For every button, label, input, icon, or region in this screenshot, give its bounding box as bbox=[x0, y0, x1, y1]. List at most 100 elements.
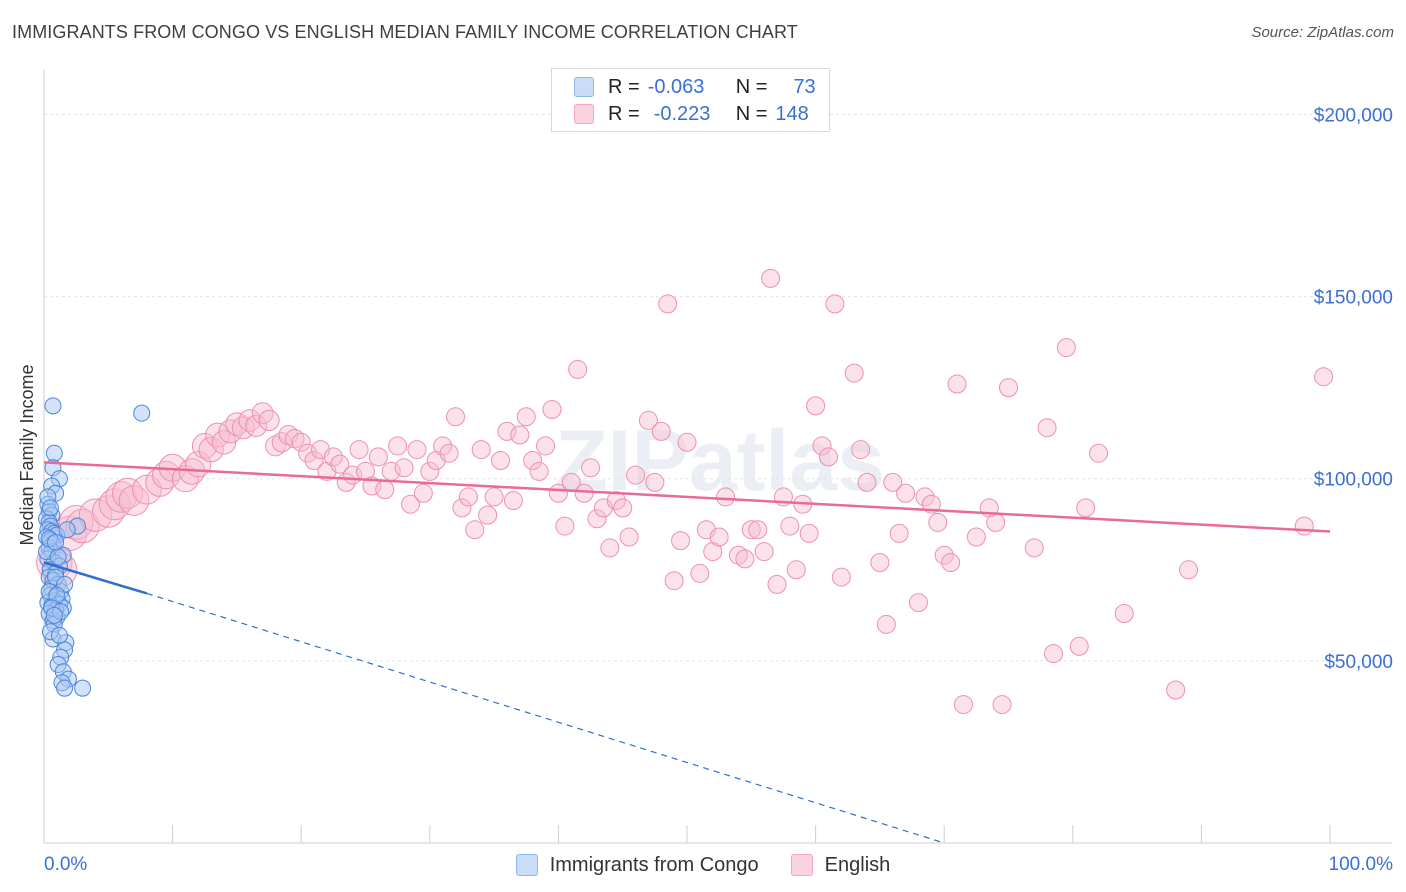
english-points bbox=[36, 268, 1334, 715]
english-point bbox=[851, 440, 871, 460]
english-point bbox=[568, 359, 588, 379]
english-point bbox=[941, 553, 961, 572]
english-point bbox=[368, 447, 388, 467]
y-axis-title: Median Family Income bbox=[17, 364, 37, 545]
english-point bbox=[716, 487, 736, 507]
english-point bbox=[728, 545, 748, 565]
english-point bbox=[1037, 418, 1057, 438]
english-point bbox=[211, 430, 237, 455]
english-point bbox=[645, 472, 665, 492]
legend-n-value: 148 bbox=[775, 102, 809, 125]
english-point bbox=[690, 563, 710, 583]
chart-title: IMMIGRANTS FROM CONGO VS ENGLISH MEDIAN … bbox=[12, 22, 798, 42]
english-point bbox=[883, 472, 903, 492]
series-legend-english[interactable]: English bbox=[790, 854, 890, 877]
english-point bbox=[786, 560, 806, 580]
english-point bbox=[1024, 538, 1044, 558]
english-point bbox=[258, 409, 280, 432]
legend-r-value: -0.063 bbox=[647, 75, 705, 98]
english-point bbox=[966, 527, 986, 547]
english-point bbox=[497, 421, 517, 441]
english-point bbox=[198, 436, 224, 463]
english-point bbox=[291, 432, 311, 452]
english-point bbox=[1179, 560, 1199, 580]
congo-point bbox=[58, 521, 76, 539]
english-point bbox=[876, 614, 896, 634]
english-point bbox=[677, 432, 697, 452]
y-tick-label: $200,000 bbox=[1314, 105, 1393, 126]
legend-swatch-congo bbox=[574, 77, 594, 97]
english-point bbox=[735, 549, 755, 569]
legend-row-english: R = -0.223 N = 148 bbox=[574, 101, 809, 127]
english-point bbox=[218, 419, 243, 444]
english-point bbox=[1166, 680, 1186, 700]
english-point bbox=[780, 516, 800, 536]
congo-point bbox=[56, 679, 74, 697]
series-legend-congo[interactable]: Immigrants from Congo bbox=[515, 854, 759, 877]
english-point bbox=[934, 545, 954, 565]
english-point bbox=[304, 451, 324, 470]
y-tick-label: $150,000 bbox=[1314, 288, 1393, 309]
english-point bbox=[542, 400, 562, 419]
english-point bbox=[671, 531, 691, 551]
english-point bbox=[587, 509, 607, 529]
english-point bbox=[953, 695, 973, 715]
english-point bbox=[986, 512, 1006, 532]
english-point bbox=[484, 487, 504, 507]
english-point bbox=[600, 538, 620, 558]
y-tick-label: $50,000 bbox=[1324, 652, 1393, 673]
english-point bbox=[767, 574, 787, 594]
english-point bbox=[118, 485, 150, 516]
english-point bbox=[458, 487, 478, 507]
english-point bbox=[947, 374, 967, 394]
congo-point bbox=[45, 444, 63, 462]
english-point bbox=[709, 527, 729, 547]
legend-r-label: R = bbox=[608, 75, 640, 98]
english-point bbox=[1076, 498, 1096, 518]
legend-r-value: -0.223 bbox=[653, 102, 711, 125]
english-point bbox=[908, 593, 928, 613]
congo-point bbox=[41, 499, 59, 517]
english-point bbox=[375, 480, 395, 500]
english-point bbox=[818, 447, 838, 467]
trend-lines bbox=[43, 461, 1331, 844]
congo-point bbox=[133, 404, 151, 422]
english-point bbox=[806, 396, 826, 416]
english-point bbox=[664, 571, 684, 591]
english-point bbox=[1069, 636, 1089, 656]
english-point bbox=[799, 523, 819, 543]
english-point bbox=[761, 268, 781, 288]
english-trend-line bbox=[43, 461, 1331, 533]
english-point bbox=[452, 498, 472, 518]
english-point bbox=[225, 412, 249, 436]
english-point bbox=[870, 553, 890, 572]
english-point bbox=[638, 410, 658, 430]
english-point bbox=[503, 491, 523, 511]
congo-point bbox=[74, 679, 92, 697]
english-point bbox=[401, 494, 421, 514]
legend-n-value: 73 bbox=[793, 75, 816, 98]
axis-labels: $50,000 $100,000 $150,000 $200,000 0.0% 100.0… bbox=[17, 105, 1393, 875]
english-point bbox=[478, 505, 498, 525]
english-point bbox=[1294, 516, 1314, 536]
x-tick-label-max: 100.0% bbox=[1329, 854, 1394, 875]
english-point bbox=[536, 436, 556, 456]
legend-row-congo: R = -0.063 N = 73 bbox=[574, 74, 816, 100]
english-point bbox=[420, 461, 440, 481]
english-point bbox=[626, 465, 646, 485]
x-tick-label-min: 0.0% bbox=[44, 854, 87, 875]
congo-point bbox=[45, 606, 63, 624]
series-swatch-english bbox=[790, 854, 813, 876]
congo-point bbox=[47, 533, 65, 551]
english-point bbox=[323, 447, 343, 467]
english-point bbox=[999, 378, 1018, 398]
english-point bbox=[831, 567, 851, 587]
english-point bbox=[439, 443, 459, 463]
english-point bbox=[523, 451, 543, 470]
english-point bbox=[516, 407, 536, 427]
english-point bbox=[613, 498, 633, 518]
correlation-legend: R = -0.063 N = 73 R = -0.223 N = 148 bbox=[551, 68, 830, 132]
english-point bbox=[748, 520, 768, 540]
legend-n-label: N = bbox=[735, 75, 768, 98]
english-point bbox=[191, 433, 218, 459]
